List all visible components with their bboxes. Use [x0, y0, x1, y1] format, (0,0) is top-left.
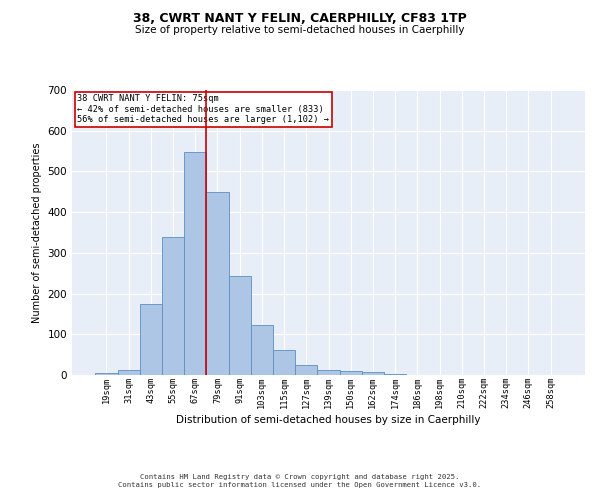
- Text: 38, CWRT NANT Y FELIN, CAERPHILLY, CF83 1TP: 38, CWRT NANT Y FELIN, CAERPHILLY, CF83 …: [133, 12, 467, 26]
- Bar: [273, 350, 295, 375]
- Bar: [362, 372, 384, 375]
- Bar: [384, 374, 406, 375]
- Y-axis label: Number of semi-detached properties: Number of semi-detached properties: [32, 142, 42, 323]
- Bar: [295, 365, 317, 375]
- Text: Size of property relative to semi-detached houses in Caerphilly: Size of property relative to semi-detach…: [135, 25, 465, 35]
- Bar: [162, 236, 184, 375]
- Bar: [184, 152, 206, 375]
- Bar: [251, 326, 273, 375]
- Bar: [118, 370, 140, 375]
- Bar: [206, 192, 229, 375]
- Bar: [229, 276, 251, 375]
- Bar: [317, 370, 340, 375]
- Bar: [340, 371, 362, 375]
- X-axis label: Distribution of semi-detached houses by size in Caerphilly: Distribution of semi-detached houses by …: [176, 415, 481, 425]
- Text: 38 CWRT NANT Y FELIN: 75sqm
← 42% of semi-detached houses are smaller (833)
56% : 38 CWRT NANT Y FELIN: 75sqm ← 42% of sem…: [77, 94, 329, 124]
- Bar: [95, 373, 118, 375]
- Bar: [140, 304, 162, 375]
- Text: Contains HM Land Registry data © Crown copyright and database right 2025.
Contai: Contains HM Land Registry data © Crown c…: [118, 474, 482, 488]
